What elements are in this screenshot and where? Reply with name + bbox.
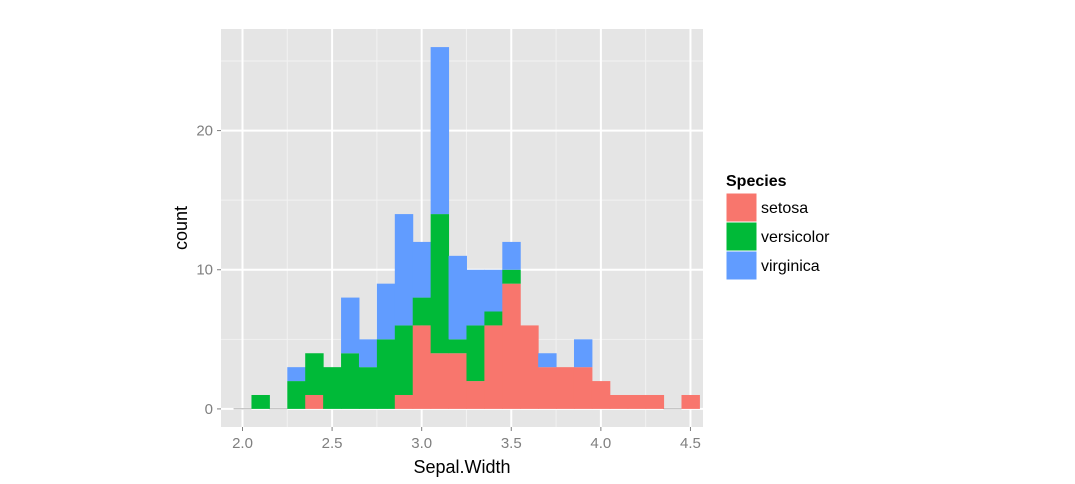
bar-setosa [591, 381, 611, 409]
bar-versicolor [394, 325, 414, 395]
x-tick-label: 3.0 [411, 435, 432, 452]
bar-versicolor [466, 325, 485, 382]
legend-key-versicolor [725, 221, 758, 252]
legend-key-virginica [725, 250, 758, 281]
bar-virginica [448, 255, 467, 340]
bar-versicolor [484, 311, 503, 326]
y-tick-label: 10 [196, 262, 213, 279]
x-tick-label: 4.5 [680, 435, 701, 452]
bar-setosa [394, 394, 414, 409]
bars-layer [233, 47, 700, 410]
bar-setosa [556, 367, 575, 409]
bar-versicolor [448, 339, 467, 354]
legend-label-versicolor: versicolor [761, 229, 830, 246]
x-tick-label: 4.0 [590, 435, 611, 452]
bar-versicolor [287, 381, 306, 409]
bar-setosa [305, 394, 324, 409]
bar-versicolor [323, 367, 342, 409]
x-tick-label: 2.0 [232, 435, 253, 452]
x-axis: 2.0 2.5 3.0 3.5 4.0 4.5 [232, 427, 701, 452]
bar-versicolor [376, 339, 396, 409]
bar-versicolor [251, 394, 270, 409]
legend: Species setosa versicolor virginica [725, 173, 830, 281]
bar-setosa [412, 325, 432, 409]
legend-items: setosa versicolor virginica [725, 192, 830, 281]
y-axis: 0 10 20 [196, 123, 221, 418]
y-axis-title: count [171, 206, 191, 250]
bar-setosa [609, 394, 629, 409]
legend-key-setosa [725, 192, 758, 223]
bar-setosa [448, 353, 467, 409]
bar-virginica [430, 47, 450, 215]
bar-virginica [358, 339, 378, 368]
bar-virginica [573, 339, 593, 368]
bar-setosa [484, 325, 503, 409]
bar-virginica [466, 269, 485, 326]
bar-versicolor [305, 353, 324, 395]
y-tick-label: 20 [196, 123, 213, 140]
bar-versicolor [430, 214, 450, 354]
bar-versicolor [502, 269, 521, 284]
x-tick-label: 2.5 [322, 435, 343, 452]
bar-setosa [645, 394, 665, 409]
bar-virginica [376, 283, 396, 340]
bar-virginica [394, 214, 414, 326]
bar-virginica [287, 367, 306, 382]
bar-setosa [502, 283, 521, 409]
bar-virginica [341, 297, 360, 354]
bar-virginica [502, 241, 521, 270]
bar-setosa [430, 353, 450, 409]
bar-virginica [538, 353, 557, 368]
legend-label-setosa: setosa [761, 200, 808, 217]
bar-setosa [520, 325, 539, 409]
x-axis-title: Sepal.Width [413, 457, 510, 477]
bar-virginica [412, 241, 432, 298]
y-tick-label: 0 [205, 401, 213, 418]
bar-setosa [573, 367, 593, 409]
bar-versicolor [341, 353, 360, 409]
bar-setosa [466, 381, 485, 409]
bar-versicolor [412, 297, 432, 326]
legend-title: Species [726, 173, 787, 190]
bar-setosa [627, 394, 647, 409]
bar-setosa [681, 394, 700, 409]
legend-label-virginica: virginica [761, 258, 820, 275]
bar-versicolor [358, 367, 378, 409]
x-tick-label: 3.5 [501, 435, 522, 452]
bar-setosa [538, 367, 557, 409]
bar-virginica [484, 269, 503, 312]
